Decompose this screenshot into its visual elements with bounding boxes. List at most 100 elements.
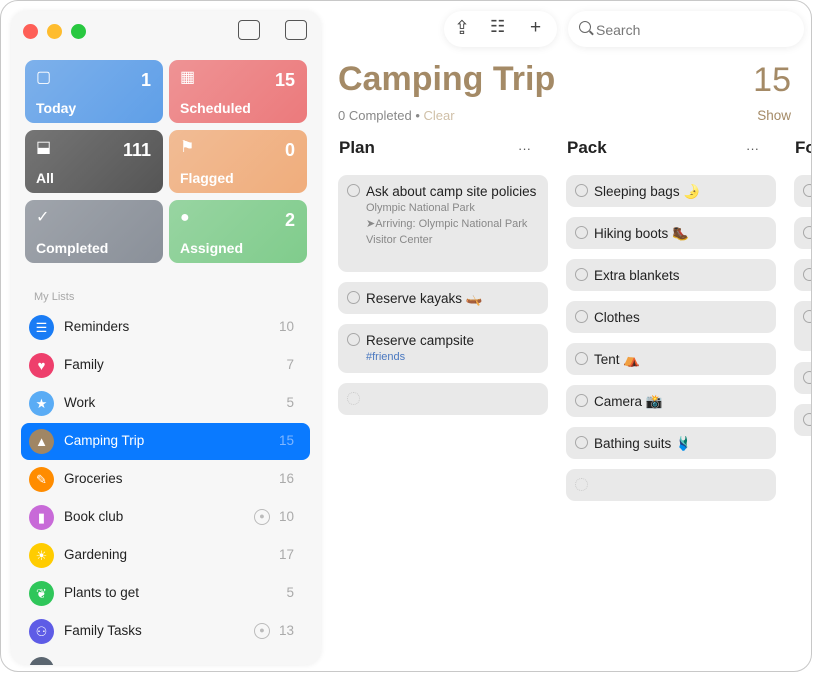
view-options-icon[interactable]: ☷ — [490, 17, 506, 36]
list-title: Camping Trip — [338, 60, 556, 98]
column-header: Plan — [339, 138, 375, 157]
smart-list-all[interactable]: ⬓ 111 All — [25, 130, 163, 193]
reminder-card[interactable] — [794, 217, 811, 249]
checkbox[interactable] — [347, 184, 360, 197]
list-count: 15 — [753, 61, 791, 99]
checkbox[interactable] — [575, 478, 588, 491]
checkbox[interactable] — [347, 291, 360, 304]
checkbox[interactable] — [575, 310, 588, 323]
list-item[interactable]: ⚇ Family Tasks ● 13 — [21, 613, 310, 650]
smart-list-today[interactable]: ▢ 1 Today — [25, 60, 163, 123]
location-line: ➤Arriving: Olympic National Park Visitor… — [366, 216, 540, 248]
carrot-icon: ✎ — [29, 467, 54, 492]
reminder-card[interactable] — [794, 362, 811, 394]
reminder-card[interactable]: Ask about camp site policies Olympic Nati… — [338, 175, 548, 272]
smart-list-label: Today — [36, 100, 77, 116]
list-count: 15 — [278, 433, 294, 448]
list-item[interactable]: ▲ Camping Trip 15 — [21, 423, 310, 460]
close-button[interactable] — [23, 24, 38, 39]
list-item[interactable]: ❦ Plants to get 5 — [21, 575, 310, 612]
checkbox[interactable] — [575, 268, 588, 281]
my-lists-header: My Lists — [34, 291, 75, 303]
list-icon — [29, 657, 54, 665]
list-item[interactable]: ♥ Family 7 — [21, 347, 310, 384]
list-item[interactable]: ▮ Book club ● 10 — [21, 499, 310, 536]
smart-list-label: Scheduled — [180, 100, 251, 116]
checkbox[interactable] — [347, 392, 360, 405]
list-item[interactable]: ☀ Gardening 17 — [21, 537, 310, 574]
people-icon: ⚇ — [29, 619, 54, 644]
show-completed-button[interactable]: Show — [757, 108, 791, 123]
reminder-card[interactable] — [794, 404, 811, 436]
reminder-card[interactable]: Reserve campsite #friends — [338, 324, 548, 373]
list-count: 13 — [278, 623, 294, 638]
reminder-location: Arriving: Olympic National Park Visitor … — [366, 218, 528, 246]
smart-list-label: All — [36, 170, 54, 186]
new-reminder-card[interactable] — [566, 469, 776, 501]
reminder-card[interactable]: Hiking boots 🥾 — [566, 217, 776, 249]
minimize-button[interactable] — [47, 24, 62, 39]
reminder-card[interactable] — [794, 301, 811, 351]
checkbox[interactable] — [347, 333, 360, 346]
reminder-tag[interactable]: #friends — [366, 351, 406, 363]
add-icon[interactable]: + — [530, 17, 542, 38]
list-count: 5 — [286, 395, 294, 410]
checkbox[interactable] — [803, 413, 811, 426]
share-icon[interactable]: ⇪ — [454, 18, 470, 39]
checkbox[interactable] — [575, 352, 588, 365]
reminder-card[interactable]: Tent ⛺ — [566, 343, 776, 375]
toolbar-actions: ⇪ ☷ + — [444, 11, 557, 47]
reminder-text: Camera 📸 — [594, 393, 768, 410]
list-item[interactable]: ☰ Reminders 10 — [21, 309, 310, 346]
smart-list-assigned[interactable]: ● 2 Assigned — [169, 200, 307, 263]
list-name: Family — [64, 357, 104, 372]
new-list-icon[interactable] — [238, 20, 260, 40]
list-name: Plants to get — [64, 585, 140, 600]
reminder-card[interactable]: Clothes — [566, 301, 776, 333]
list-name: Groceries — [64, 471, 123, 486]
checkbox[interactable] — [803, 268, 811, 281]
smart-list-count: 1 — [140, 70, 151, 90]
checkbox[interactable] — [575, 226, 588, 239]
location-arrow-icon: ➤ — [366, 218, 376, 230]
clear-button[interactable]: Clear — [423, 108, 455, 123]
reminder-text: Clothes — [594, 309, 768, 326]
list-item[interactable]: ★ Work 5 — [21, 385, 310, 422]
column-more-button[interactable]: ··· — [518, 141, 531, 156]
checkbox[interactable] — [803, 184, 811, 197]
reminder-card[interactable]: Extra blankets — [566, 259, 776, 291]
search-placeholder: Search — [596, 22, 641, 38]
zoom-button[interactable] — [71, 24, 86, 39]
new-reminder-card[interactable] — [338, 383, 548, 415]
reminder-text: Ask about camp site policies Olympic Nati… — [366, 183, 540, 248]
checkbox[interactable] — [575, 184, 588, 197]
list-name: Reminders — [64, 319, 130, 334]
list-item[interactable]: ✎ Groceries 16 — [21, 461, 310, 498]
reminder-title: Bathing suits 🩱 — [594, 436, 692, 451]
reminder-card[interactable] — [794, 175, 811, 207]
reminder-title: Reserve kayaks 🛶 — [366, 291, 483, 306]
reminder-card[interactable] — [794, 259, 811, 291]
smart-list-count: 15 — [274, 70, 295, 90]
reminder-card[interactable]: Bathing suits 🩱 — [566, 427, 776, 459]
reminder-card[interactable]: Camera 📸 — [566, 385, 776, 417]
smart-list-completed[interactable]: ✓ Completed — [25, 200, 163, 263]
sidebar-toggle-icon[interactable] — [285, 20, 307, 40]
bookmark-icon: ▮ — [29, 505, 54, 530]
checkbox[interactable] — [803, 371, 811, 384]
checkbox[interactable] — [803, 310, 811, 323]
checkbox[interactable] — [803, 226, 811, 239]
checkbox[interactable] — [575, 436, 588, 449]
list-name: Gardening — [64, 547, 128, 562]
checkbox[interactable] — [575, 394, 588, 407]
smart-list-flagged[interactable]: ⚑ 0 Flagged — [169, 130, 307, 193]
search-field[interactable]: Search — [568, 11, 804, 47]
column-more-button[interactable]: ··· — [746, 141, 759, 156]
list-item[interactable] — [21, 651, 310, 665]
reminder-card[interactable]: Reserve kayaks 🛶 — [338, 282, 548, 314]
tent-icon: ▲ — [29, 429, 54, 454]
reminder-card[interactable]: Sleeping bags 🌛 — [566, 175, 776, 207]
smart-list-scheduled[interactable]: ▦ 15 Scheduled — [169, 60, 307, 123]
heart-icon: ♥ — [29, 353, 54, 378]
